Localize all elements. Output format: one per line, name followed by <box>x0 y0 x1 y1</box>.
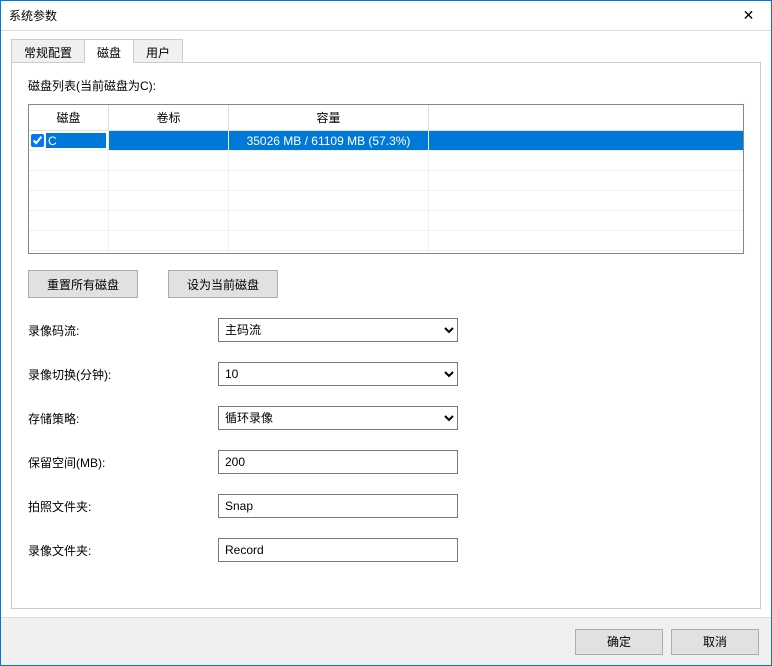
cell-empty <box>29 171 109 190</box>
cell-empty <box>229 171 429 190</box>
cell-empty <box>29 211 109 230</box>
window-title: 系统参数 <box>9 7 726 24</box>
cell-empty <box>109 151 229 170</box>
cell-empty <box>229 231 429 250</box>
snap-input[interactable] <box>218 494 458 518</box>
col-header-rest <box>429 105 743 131</box>
close-icon: ✕ <box>743 7 755 24</box>
cell-empty <box>109 191 229 210</box>
col-header-label[interactable]: 卷标 <box>109 105 229 131</box>
cell-disk: C <box>29 131 109 150</box>
cell-empty <box>29 191 109 210</box>
cell-empty <box>429 231 743 250</box>
policy-select[interactable]: 循环录像 <box>218 406 458 430</box>
cell-empty <box>429 151 743 170</box>
cell-capacity: 35026 MB / 61109 MB (57.3%) <box>229 131 429 150</box>
dialog-footer: 确定 取消 <box>1 617 771 665</box>
col-header-disk[interactable]: 磁盘 <box>29 105 109 131</box>
disk-table-body: C 35026 MB / 61109 MB (57.3%) <box>29 131 743 253</box>
disk-table: 磁盘 卷标 容量 C 35026 MB / 61109 MB (57.3%) <box>28 104 744 254</box>
table-row[interactable] <box>29 231 743 251</box>
stream-select[interactable]: 主码流 <box>218 318 458 342</box>
tab-general[interactable]: 常规配置 <box>11 39 85 63</box>
reserve-input[interactable] <box>218 450 458 474</box>
close-button[interactable]: ✕ <box>726 1 771 30</box>
cell-empty <box>429 191 743 210</box>
set-current-disk-button[interactable]: 设为当前磁盘 <box>168 270 278 298</box>
cell-empty <box>29 231 109 250</box>
cell-empty <box>429 211 743 230</box>
system-params-window: 系统参数 ✕ 常规配置 磁盘 用户 磁盘列表(当前磁盘为C): 磁盘 卷标 容量… <box>0 0 772 666</box>
disk-button-row: 重置所有磁盘 设为当前磁盘 <box>28 270 744 298</box>
disk-checkbox[interactable] <box>31 134 44 147</box>
table-row[interactable]: C 35026 MB / 61109 MB (57.3%) <box>29 131 743 151</box>
switch-select[interactable]: 10 <box>218 362 458 386</box>
cell-empty <box>229 211 429 230</box>
disk-name: C <box>46 133 106 148</box>
tab-user[interactable]: 用户 <box>133 39 183 63</box>
row-switch: 录像切换(分钟): 10 <box>28 362 744 386</box>
row-reserve: 保留空间(MB): <box>28 450 744 474</box>
row-record: 录像文件夹: <box>28 538 744 562</box>
record-label: 录像文件夹: <box>28 542 218 559</box>
ok-button[interactable]: 确定 <box>575 629 663 655</box>
titlebar: 系统参数 ✕ <box>1 1 771 31</box>
table-row[interactable] <box>29 191 743 211</box>
table-row[interactable] <box>29 171 743 191</box>
disk-table-header: 磁盘 卷标 容量 <box>29 105 743 131</box>
row-snap: 拍照文件夹: <box>28 494 744 518</box>
cell-empty <box>109 211 229 230</box>
table-row[interactable] <box>29 151 743 171</box>
content-area: 常规配置 磁盘 用户 磁盘列表(当前磁盘为C): 磁盘 卷标 容量 C 35026… <box>1 31 771 617</box>
cell-empty <box>109 231 229 250</box>
switch-label: 录像切换(分钟): <box>28 366 218 383</box>
disk-list-label: 磁盘列表(当前磁盘为C): <box>28 77 744 94</box>
table-row[interactable] <box>29 211 743 231</box>
tab-strip: 常规配置 磁盘 用户 <box>11 39 761 63</box>
policy-label: 存储策略: <box>28 410 218 427</box>
reserve-label: 保留空间(MB): <box>28 454 218 471</box>
stream-label: 录像码流: <box>28 322 218 339</box>
cell-empty <box>429 171 743 190</box>
cell-rest <box>429 131 743 150</box>
cell-empty <box>229 191 429 210</box>
row-stream: 录像码流: 主码流 <box>28 318 744 342</box>
cell-label <box>109 131 229 150</box>
tab-disk[interactable]: 磁盘 <box>84 39 134 63</box>
tab-body-disk: 磁盘列表(当前磁盘为C): 磁盘 卷标 容量 C 35026 MB / 61109… <box>11 62 761 609</box>
col-header-capacity[interactable]: 容量 <box>229 105 429 131</box>
snap-label: 拍照文件夹: <box>28 498 218 515</box>
record-input[interactable] <box>218 538 458 562</box>
cancel-button[interactable]: 取消 <box>671 629 759 655</box>
reset-all-disks-button[interactable]: 重置所有磁盘 <box>28 270 138 298</box>
cell-empty <box>229 151 429 170</box>
cell-empty <box>109 171 229 190</box>
cell-empty <box>29 151 109 170</box>
row-policy: 存储策略: 循环录像 <box>28 406 744 430</box>
